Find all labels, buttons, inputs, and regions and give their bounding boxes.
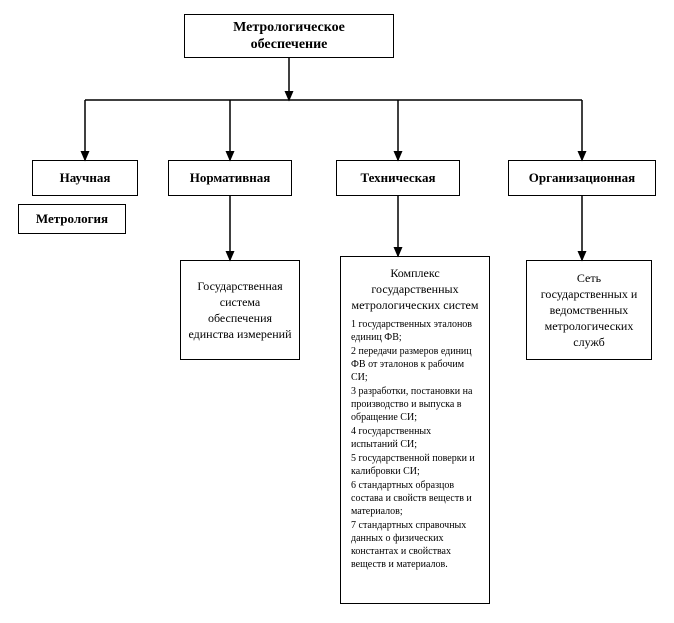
leaf-state-system-label: Государственная система обеспечения един… <box>187 278 293 343</box>
leaf-complex-list: 1 государственных эталонов единиц ФВ;2 п… <box>351 318 479 571</box>
complex-list-item: 4 государственных испытаний СИ; <box>351 425 479 451</box>
leaf-metrology-label: Метрология <box>36 211 108 227</box>
leaf-state-system: Государственная система обеспечения един… <box>180 260 300 360</box>
branch-normative-label: Нормативная <box>190 170 271 186</box>
branch-scientific: Научная <box>32 160 138 196</box>
branch-organizational-label: Организационная <box>529 170 635 186</box>
branch-scientific-label: Научная <box>60 170 111 186</box>
branch-normative: Нормативная <box>168 160 292 196</box>
leaf-complex-title: Комплекс государственных метрологических… <box>351 265 479 314</box>
leaf-metrology: Метрология <box>18 204 126 234</box>
leaf-services-network: Сеть государственных и ведомственных мет… <box>526 260 652 360</box>
branch-technical: Техническая <box>336 160 460 196</box>
branch-organizational: Организационная <box>508 160 656 196</box>
complex-list-item: 3 разработки, постановки на производство… <box>351 385 479 424</box>
leaf-complex-systems: Комплекс государственных метрологических… <box>340 256 490 604</box>
complex-list-item: 6 стандартных образцов состава и свойств… <box>351 479 479 518</box>
root-label: Метрологическоеобеспечение <box>233 19 345 54</box>
complex-list-item: 1 государственных эталонов единиц ФВ; <box>351 318 479 344</box>
complex-list-item: 2 передачи размеров единиц ФВ от эталоно… <box>351 345 479 384</box>
branch-technical-label: Техническая <box>360 170 435 186</box>
root-node: Метрологическоеобеспечение <box>184 14 394 58</box>
leaf-services-network-label: Сеть государственных и ведомственных мет… <box>533 270 645 351</box>
complex-list-item: 5 государственной поверки и калибровки С… <box>351 452 479 478</box>
complex-list-item: 7 стандартных справочных данных о физиче… <box>351 519 479 571</box>
